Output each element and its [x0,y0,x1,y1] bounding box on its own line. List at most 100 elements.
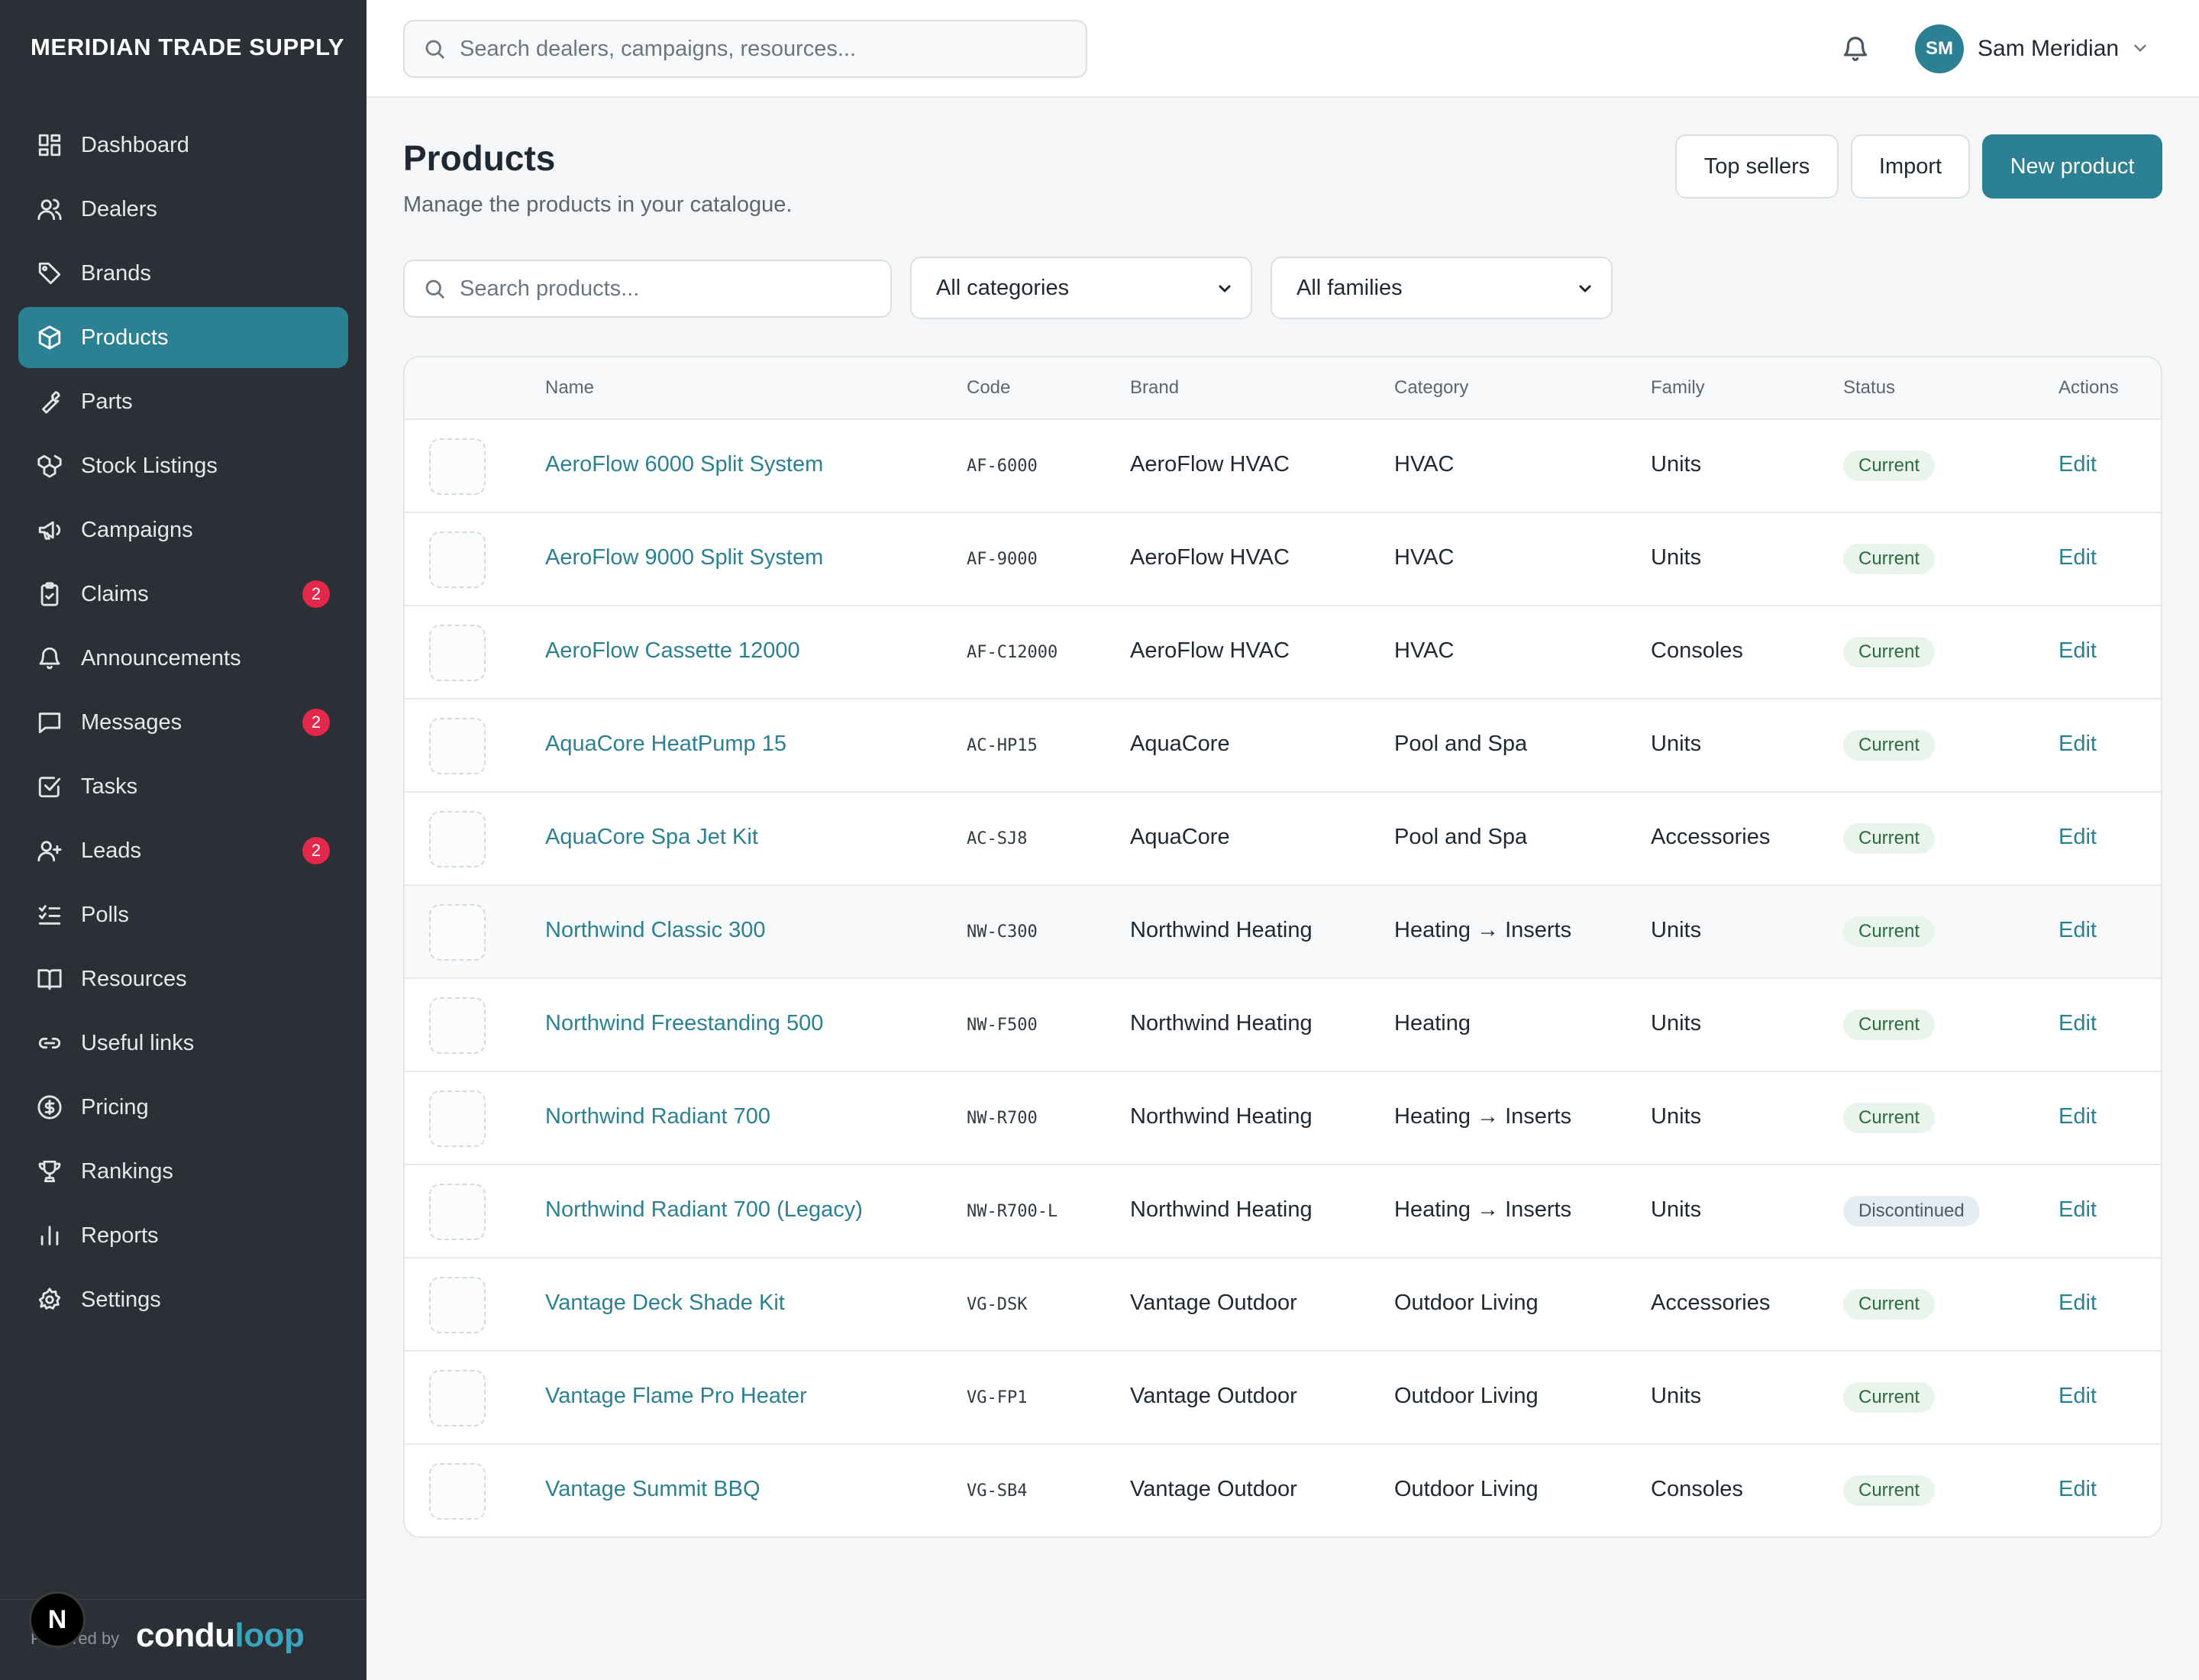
sidebar-item-reports[interactable]: Reports [18,1205,348,1266]
edit-link[interactable]: Edit [2059,1291,2097,1315]
table-row[interactable]: AeroFlow 6000 Split System AF-6000 AeroFlo… [405,420,2161,513]
col-family[interactable]: Family [1651,377,1705,398]
product-name-link[interactable]: AquaCore Spa Jet Kit [545,825,758,849]
notifications-button[interactable] [1839,32,1872,66]
top-sellers-button[interactable]: Top sellers [1675,134,1839,199]
product-brand: Vantage Outdoor [1130,1291,1297,1315]
product-search-input[interactable] [460,276,887,302]
table-row[interactable]: AquaCore Spa Jet Kit AC-SJ8 AquaCore Pool a… [405,793,2161,886]
sidebar-item-pricing[interactable]: Pricing [18,1077,348,1138]
product-name-link[interactable]: AeroFlow Cassette 12000 [545,638,800,663]
col-status[interactable]: Status [1843,377,1896,398]
global-search[interactable] [403,20,1087,78]
product-name-link[interactable]: AeroFlow 9000 Split System [545,545,824,570]
sidebar-item-label: Leads [81,838,142,863]
sidebar-item-settings[interactable]: Settings [18,1269,348,1330]
family-select[interactable]: All families [1271,257,1613,319]
product-search[interactable] [403,260,892,318]
sidebar-item-announcements[interactable]: Announcements [18,628,348,689]
table-row[interactable]: Northwind Classic 300 NW-C300 Northwind He… [405,886,2161,979]
product-code: VG-DSK [967,1295,1028,1314]
table-row[interactable]: AeroFlow Cassette 12000 AF-C12000 AeroFlow… [405,606,2161,699]
sidebar-item-campaigns[interactable]: Campaigns [18,499,348,561]
table-row[interactable]: Vantage Deck Shade Kit VG-DSK Vantage Outd… [405,1258,2161,1352]
product-thumbnail[interactable] [429,625,486,681]
sidebar-item-parts[interactable]: Parts [18,371,348,432]
dev-tools-badge[interactable]: N [29,1591,86,1648]
edit-link[interactable]: Edit [2059,1197,2097,1222]
product-thumbnail[interactable] [429,438,486,495]
sidebar-item-dealers[interactable]: Dealers [18,179,348,240]
edit-link[interactable]: Edit [2059,1104,2097,1129]
product-thumbnail[interactable] [429,1463,486,1520]
edit-link[interactable]: Edit [2059,732,2097,756]
sidebar-item-tasks[interactable]: Tasks [18,756,348,817]
col-name[interactable]: Name [545,377,595,398]
product-name-link[interactable]: Northwind Freestanding 500 [545,1011,824,1035]
product-name-link[interactable]: Vantage Summit BBQ [545,1477,760,1501]
logo-part-b: loop [234,1617,305,1654]
sidebar-item-polls[interactable]: Polls [18,884,348,945]
edit-link[interactable]: Edit [2059,918,2097,942]
sidebar-item-messages[interactable]: Messages 2 [18,692,348,753]
edit-link[interactable]: Edit [2059,1477,2097,1501]
sidebar-item-rankings[interactable]: Rankings [18,1141,348,1202]
product-code: AF-6000 [967,457,1038,476]
sidebar-item-useful-links[interactable]: Useful links [18,1013,348,1074]
product-thumbnail[interactable] [429,1184,486,1240]
product-code: NW-F500 [967,1016,1038,1035]
new-product-button[interactable]: New product [1982,134,2162,199]
product-thumbnail[interactable] [429,1370,486,1426]
category-select[interactable]: All categories [910,257,1252,319]
product-category: Heating → Inserts [1394,1104,1572,1129]
product-name-link[interactable]: Vantage Flame Pro Heater [545,1384,807,1408]
dashboard-icon [35,131,64,160]
product-thumbnail[interactable] [429,718,486,774]
col-code[interactable]: Code [967,377,1011,398]
sidebar-item-leads[interactable]: Leads 2 [18,820,348,881]
user-avatar[interactable]: SM [1915,24,1964,73]
sidebar-item-resources[interactable]: Resources [18,948,348,1010]
table-row[interactable]: Vantage Flame Pro Heater VG-FP1 Vantage Ou… [405,1352,2161,1445]
product-name-link[interactable]: Northwind Classic 300 [545,918,766,942]
product-name-link[interactable]: Northwind Radiant 700 (Legacy) [545,1197,863,1222]
col-brand[interactable]: Brand [1130,377,1180,398]
edit-link[interactable]: Edit [2059,825,2097,849]
table-row[interactable]: Vantage Summit BBQ VG-SB4 Vantage Outdoor O… [405,1445,2161,1536]
conduloop-logo[interactable]: conduloop [136,1617,305,1655]
user-name[interactable]: Sam Meridian [1978,36,2120,61]
product-name-link[interactable]: Vantage Deck Shade Kit [545,1291,785,1315]
brand-name[interactable]: MERIDIAN TRADE SUPPLY [31,34,345,60]
sidebar-item-claims[interactable]: Claims 2 [18,564,348,625]
product-name-link[interactable]: Northwind Radiant 700 [545,1104,771,1129]
sidebar-item-stock-listings[interactable]: Stock Listings [18,435,348,496]
product-thumbnail[interactable] [429,811,486,867]
table-row[interactable]: Northwind Freestanding 500 NW-F500 Northwi… [405,979,2161,1072]
table-row[interactable]: Northwind Radiant 700 NW-R700 Northwind He… [405,1072,2161,1165]
sidebar-item-brands[interactable]: Brands [18,243,348,304]
col-category[interactable]: Category [1394,377,1469,398]
product-thumbnail[interactable] [429,1090,486,1147]
link-icon [35,1029,64,1058]
product-thumbnail[interactable] [429,531,486,588]
search-icon [425,279,444,299]
edit-link[interactable]: Edit [2059,452,2097,477]
table-row[interactable]: Northwind Radiant 700 (Legacy) NW-R700-L N… [405,1165,2161,1258]
table-row[interactable]: AeroFlow 9000 Split System AF-9000 AeroFlo… [405,513,2161,606]
sidebar-item-dashboard[interactable]: Dashboard [18,115,348,176]
product-thumbnail[interactable] [429,997,486,1054]
product-name-link[interactable]: AquaCore HeatPump 15 [545,732,786,756]
product-thumbnail[interactable] [429,1277,486,1333]
global-search-input[interactable] [460,36,1086,62]
edit-link[interactable]: Edit [2059,1011,2097,1035]
user-menu-toggle[interactable] [2130,38,2150,58]
product-category: Outdoor Living [1394,1384,1539,1408]
table-row[interactable]: AquaCore HeatPump 15 AC-HP15 AquaCore Pool … [405,699,2161,793]
edit-link[interactable]: Edit [2059,1384,2097,1408]
edit-link[interactable]: Edit [2059,638,2097,663]
product-thumbnail[interactable] [429,904,486,961]
import-button[interactable]: Import [1851,134,1970,199]
edit-link[interactable]: Edit [2059,545,2097,570]
sidebar-item-products[interactable]: Products [18,307,348,368]
product-name-link[interactable]: AeroFlow 6000 Split System [545,452,824,477]
